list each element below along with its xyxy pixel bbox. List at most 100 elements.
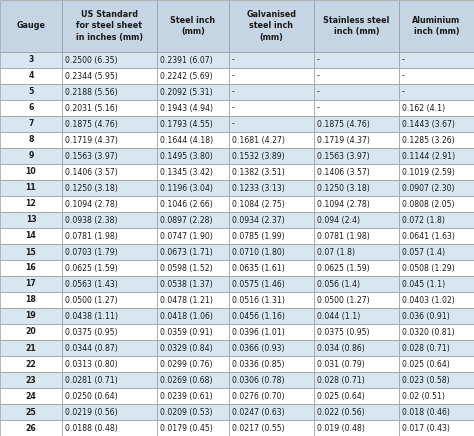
Text: 8: 8: [28, 136, 34, 144]
Text: 0.057 (1.4): 0.057 (1.4): [402, 248, 445, 256]
Bar: [62, 260, 157, 276]
Text: 0.162 (4.1): 0.162 (4.1): [402, 103, 445, 112]
Bar: [314, 372, 399, 388]
Bar: [399, 148, 474, 164]
Text: 0.072 (1.8): 0.072 (1.8): [402, 215, 445, 225]
Text: -: -: [317, 103, 320, 112]
Bar: [229, 132, 314, 148]
Bar: [157, 180, 229, 196]
Text: 0.1563 (3.97): 0.1563 (3.97): [317, 151, 370, 160]
Bar: [157, 148, 229, 164]
Bar: [62, 100, 157, 116]
Bar: [229, 164, 314, 180]
Text: 0.0785 (1.99): 0.0785 (1.99): [232, 232, 284, 241]
Bar: [314, 276, 399, 292]
Bar: [0, 244, 62, 260]
Text: 0.028 (0.71): 0.028 (0.71): [317, 375, 365, 385]
Text: 0.1793 (4.55): 0.1793 (4.55): [160, 119, 213, 129]
Text: 0.1019 (2.59): 0.1019 (2.59): [402, 167, 455, 177]
Bar: [157, 276, 229, 292]
Text: 9: 9: [28, 151, 34, 160]
Bar: [62, 228, 157, 244]
Bar: [229, 212, 314, 228]
Bar: [399, 340, 474, 356]
Bar: [62, 340, 157, 356]
Bar: [157, 116, 229, 132]
Text: 21: 21: [26, 344, 36, 352]
Bar: [0, 68, 62, 84]
Bar: [314, 148, 399, 164]
Text: 0.0781 (1.98): 0.0781 (1.98): [65, 232, 118, 241]
Bar: [314, 212, 399, 228]
Text: 0.2031 (5.16): 0.2031 (5.16): [65, 103, 118, 112]
Text: 10: 10: [26, 167, 36, 177]
Text: -: -: [232, 119, 235, 129]
Text: 0.0375 (0.95): 0.0375 (0.95): [65, 327, 118, 337]
Bar: [314, 68, 399, 84]
Bar: [0, 324, 62, 340]
Bar: [62, 212, 157, 228]
Text: 4: 4: [28, 72, 34, 81]
Text: 5: 5: [28, 88, 34, 96]
Bar: [399, 324, 474, 340]
Bar: [399, 84, 474, 100]
Text: 0.0625 (1.59): 0.0625 (1.59): [65, 263, 118, 272]
Bar: [0, 84, 62, 100]
Bar: [157, 196, 229, 212]
Text: 0.034 (0.86): 0.034 (0.86): [317, 344, 365, 352]
Text: Steel inch
(mm): Steel inch (mm): [171, 16, 216, 36]
Text: 0.0575 (1.46): 0.0575 (1.46): [232, 279, 285, 289]
Bar: [399, 116, 474, 132]
Text: 14: 14: [26, 232, 36, 241]
Bar: [0, 212, 62, 228]
Bar: [314, 228, 399, 244]
Text: 0.0313 (0.80): 0.0313 (0.80): [65, 360, 118, 368]
Text: 13: 13: [26, 215, 36, 225]
Bar: [62, 356, 157, 372]
Bar: [314, 84, 399, 100]
Text: 0.0673 (1.71): 0.0673 (1.71): [160, 248, 213, 256]
Bar: [62, 244, 157, 260]
Text: 0.02 (0.51): 0.02 (0.51): [402, 392, 445, 401]
Text: 0.0438 (1.11): 0.0438 (1.11): [65, 311, 118, 320]
Text: 19: 19: [26, 311, 36, 320]
Bar: [157, 100, 229, 116]
Bar: [229, 292, 314, 308]
Text: 0.1144 (2.91): 0.1144 (2.91): [402, 151, 455, 160]
Bar: [157, 244, 229, 260]
Bar: [229, 148, 314, 164]
Bar: [399, 100, 474, 116]
Bar: [157, 420, 229, 436]
Text: US Standard
for steel sheet
in inches (mm): US Standard for steel sheet in inches (m…: [76, 10, 143, 41]
Text: 0.0188 (0.48): 0.0188 (0.48): [65, 423, 118, 433]
Text: 0.0276 (0.70): 0.0276 (0.70): [232, 392, 284, 401]
Bar: [157, 292, 229, 308]
Bar: [0, 340, 62, 356]
Text: 0.1345 (3.42): 0.1345 (3.42): [160, 167, 213, 177]
Bar: [399, 308, 474, 324]
Text: 0.1382 (3.51): 0.1382 (3.51): [232, 167, 285, 177]
Text: -: -: [402, 72, 405, 81]
Text: 12: 12: [26, 200, 36, 208]
Text: 0.0897 (2.28): 0.0897 (2.28): [160, 215, 212, 225]
Bar: [62, 388, 157, 404]
Bar: [0, 260, 62, 276]
Text: 0.045 (1.1): 0.045 (1.1): [402, 279, 445, 289]
Bar: [399, 372, 474, 388]
Text: 0.0456 (1.16): 0.0456 (1.16): [232, 311, 285, 320]
Bar: [157, 68, 229, 84]
Bar: [62, 52, 157, 68]
Text: 0.0635 (1.61): 0.0635 (1.61): [232, 263, 285, 272]
Bar: [0, 52, 62, 68]
Text: 3: 3: [28, 55, 34, 65]
Text: 0.0598 (1.52): 0.0598 (1.52): [160, 263, 213, 272]
Bar: [157, 164, 229, 180]
Text: 0.0478 (1.21): 0.0478 (1.21): [160, 296, 213, 304]
Bar: [62, 0, 157, 52]
Text: 0.0934 (2.37): 0.0934 (2.37): [232, 215, 284, 225]
Text: Gauge: Gauge: [17, 21, 46, 31]
Text: 0.0538 (1.37): 0.0538 (1.37): [160, 279, 213, 289]
Text: 0.1495 (3.80): 0.1495 (3.80): [160, 151, 213, 160]
Text: 0.0808 (2.05): 0.0808 (2.05): [402, 200, 455, 208]
Bar: [229, 180, 314, 196]
